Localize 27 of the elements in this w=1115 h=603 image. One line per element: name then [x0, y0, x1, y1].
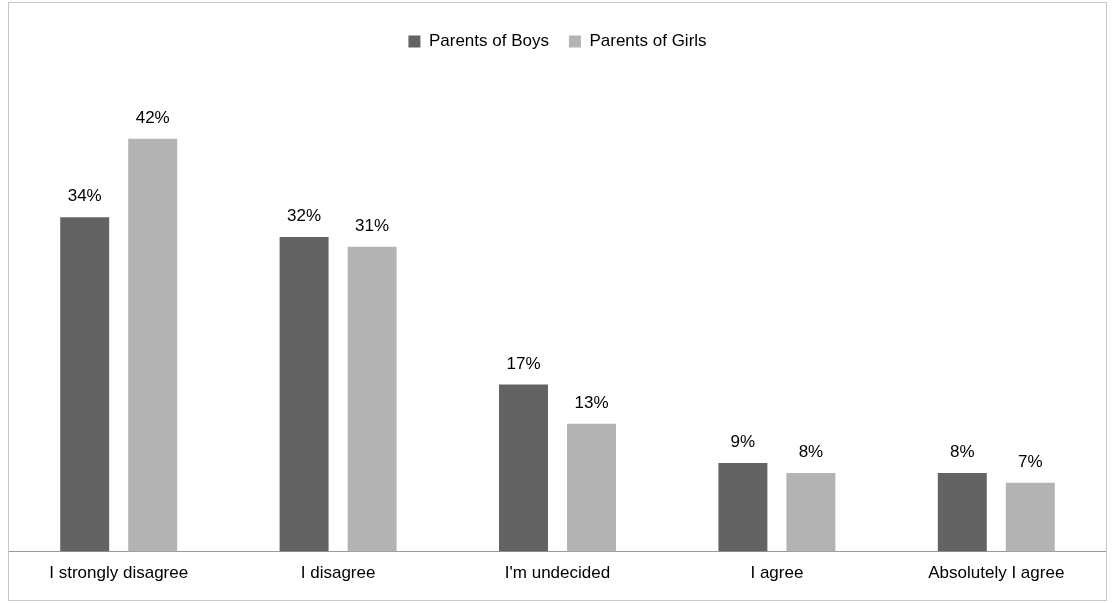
data-label: 42% [135, 107, 170, 127]
bar [60, 217, 110, 552]
data-label: 7% [1018, 451, 1043, 471]
bar [347, 246, 397, 552]
data-label: 34% [67, 186, 102, 206]
data-label: 13% [574, 392, 609, 412]
x-tick-label: I strongly disagree [49, 563, 189, 583]
bar [786, 472, 836, 552]
x-tick-label: Absolutely I agree [928, 563, 1065, 583]
data-label: 32% [287, 206, 322, 226]
bar [937, 472, 987, 552]
bar [1005, 482, 1055, 552]
bar [128, 138, 178, 552]
bar [499, 384, 548, 552]
x-tick-label: I agree [750, 563, 804, 583]
data-label: 31% [355, 216, 390, 235]
data-label: 9% [730, 432, 756, 452]
x-tick-label: I disagree [300, 563, 376, 583]
bar [279, 236, 329, 552]
data-label: 8% [950, 442, 975, 462]
data-label: 17% [506, 353, 541, 373]
legend-label: Parents of Girls [589, 31, 707, 51]
bar [718, 463, 768, 552]
legend-label: Parents of Boys [428, 31, 549, 51]
data-label: 8% [798, 442, 824, 462]
x-tick-label: I'm undecided [504, 563, 611, 583]
bar [567, 423, 616, 552]
